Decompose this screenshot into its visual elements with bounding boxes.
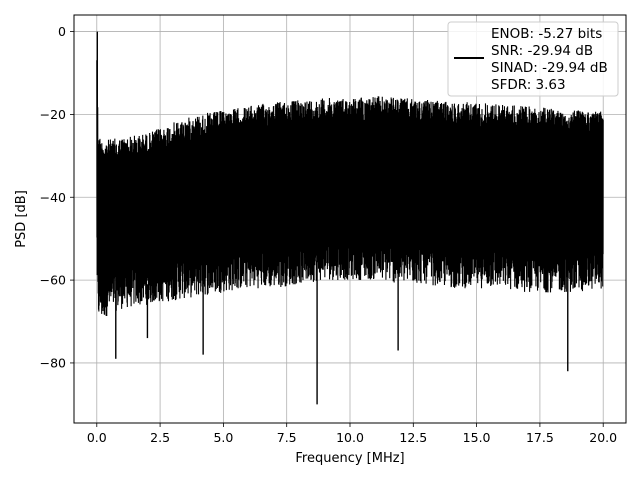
x-tick-label: 2.5 <box>150 430 170 445</box>
series-group <box>96 31 604 405</box>
x-tick-label: 15.0 <box>463 430 491 445</box>
legend-line-enob: ENOB: -5.27 bits <box>491 26 602 42</box>
y-axis-label: PSD [dB] <box>14 190 29 248</box>
legend-line-sfdr: SFDR: 3.63 <box>491 77 566 93</box>
y-tick-label: −60 <box>40 273 66 288</box>
legend-line-snr: SNR: -29.94 dB <box>491 43 593 59</box>
x-tick-label: 7.5 <box>277 430 297 445</box>
y-tick-label: −20 <box>40 107 66 122</box>
x-axis-ticks: 0.0 2.5 5.0 7.5 10.0 12.5 15.0 17.5 20.0 <box>87 423 617 445</box>
y-tick-label: −40 <box>40 190 66 205</box>
y-tick-label: 0 <box>58 24 66 39</box>
x-tick-label: 10.0 <box>336 430 364 445</box>
x-tick-label: 12.5 <box>399 430 427 445</box>
y-tick-label: −80 <box>40 355 66 370</box>
x-axis-label: Frequency [MHz] <box>295 451 404 466</box>
legend-line-sinad: SINAD: -29.94 dB <box>491 60 608 76</box>
plot-area <box>96 31 604 405</box>
legend: ENOB: -5.27 bits SNR: -29.94 dB SINAD: -… <box>447 21 619 97</box>
y-axis-ticks: 0 −20 −40 −60 −80 <box>40 24 74 370</box>
x-tick-label: 0.0 <box>87 430 107 445</box>
legend-box <box>447 21 619 97</box>
psd-series-line <box>96 60 604 316</box>
x-tick-label: 5.0 <box>213 430 233 445</box>
x-tick-label: 17.5 <box>526 430 554 445</box>
x-tick-label: 20.0 <box>589 430 617 445</box>
